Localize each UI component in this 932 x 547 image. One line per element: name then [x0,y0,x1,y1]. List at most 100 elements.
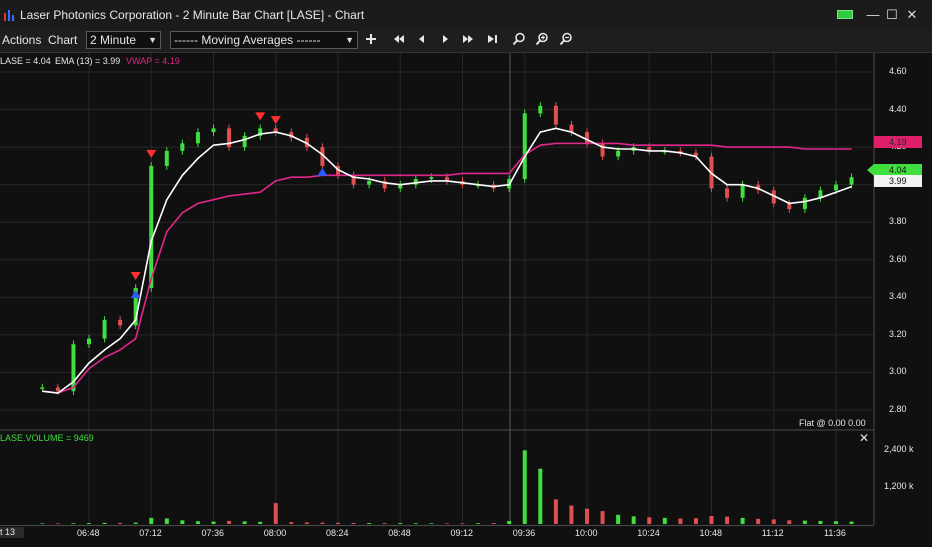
volume-bar [834,521,838,524]
chart-menu[interactable]: Chart [48,33,78,47]
volume-bar [227,520,232,524]
volume-bar [693,518,698,524]
volume-bar [740,517,745,524]
volume-bar [102,522,107,524]
volume-bar [320,522,325,524]
step-back-icon[interactable] [413,32,431,50]
time-axis-start-label: t 13 [0,527,24,538]
candle [55,387,60,392]
volume-tick-label: 1,200 k [884,481,914,492]
candle [725,188,730,198]
candle [398,184,403,189]
volume-bar [336,522,340,524]
volume-bar [40,523,45,524]
time-tick-label: 10:00 [575,528,598,538]
window-title: Laser Photonics Corporation - 2 Minute B… [20,8,365,22]
candle [522,113,527,180]
fast-forward-icon[interactable] [459,32,477,50]
volume-bar [569,505,574,524]
volume-bar [725,516,730,524]
skip-end-icon[interactable] [483,32,501,50]
price-chart-canvas[interactable] [0,53,932,547]
maximize-button[interactable]: ☐ [886,7,898,22]
candle [180,143,185,151]
candle [40,387,45,389]
plus-icon[interactable] [362,32,380,50]
candle [429,177,434,180]
minimize-button[interactable]: — [866,7,880,22]
volume-bar [787,520,792,524]
candle [444,177,449,181]
price-tick-label: 4.40 [889,103,907,114]
position-status: Flat @ 0.00 0.00 [799,418,866,428]
indicator-select[interactable]: ------ Moving Averages ------ ▼ [170,31,358,49]
time-tick-label: 08:24 [326,528,349,538]
volume-bar [678,518,683,524]
time-tick-label: 11:12 [761,528,784,538]
volume-bar [413,523,418,524]
candle [273,128,278,133]
candle [849,177,854,185]
candle [304,137,309,148]
candle [693,152,698,157]
sell-marker-icon [130,271,141,280]
time-tick-label: 08:00 [263,528,287,538]
legend-lase: LASE = 4.04 [0,56,51,66]
candle [149,165,154,288]
ema-price-label: 3.99 [874,175,922,187]
time-tick-label: 07:12 [139,528,162,538]
chart-area[interactable]: LASE = 4.04 EMA (13) = 3.99 VWAP = 4.19 … [0,53,932,547]
actions-menu[interactable]: Actions [2,33,42,47]
price-tick-label: 3.20 [889,328,907,339]
candle [227,128,232,148]
close-icon[interactable]: ✕ [859,431,870,445]
volume-bar [242,521,247,524]
time-tick-label: 06:48 [77,528,100,538]
volume-bar [585,508,589,524]
volume-tick-label: 2,400 k [884,444,914,455]
sell-marker-icon [255,112,266,121]
zoom-in-icon[interactable] [533,32,551,50]
volume-bar [491,523,496,524]
volume-bar [71,523,76,524]
time-tick-label: 09:36 [512,528,536,538]
volume-bar [164,518,169,524]
time-axis-line [0,525,874,526]
volume-bar [55,523,60,524]
candle [756,184,761,191]
price-tick-label: 3.80 [889,216,907,227]
candle [538,105,543,114]
candle [818,190,823,198]
volume-bar [538,468,543,524]
volume-bar [709,516,714,524]
interval-select[interactable]: 2 Minute ▼ [86,31,161,49]
volume-bar [818,520,823,524]
skip-back-icon[interactable] [390,32,408,50]
volume-bar [662,517,667,524]
volume-bar [304,522,309,524]
volume-bar [258,521,263,524]
candle [834,184,838,191]
volume-bar [367,523,372,524]
volume-bar [273,503,278,524]
volume-bar [647,517,652,524]
link-status-icon[interactable] [836,6,854,24]
price-tick-label: 4.60 [889,66,907,77]
close-button[interactable]: ✕ [906,7,918,22]
chevron-down-icon: ▼ [148,35,157,45]
candle [258,128,263,136]
zoom-icon[interactable] [510,32,528,50]
volume-bar [382,523,387,524]
candle [585,132,589,144]
step-forward-icon[interactable] [436,32,454,50]
candle [771,190,776,204]
time-tick-label: 10:48 [699,528,723,538]
interval-value: 2 Minute [90,33,137,47]
zoom-out-icon[interactable] [557,32,575,50]
volume-bar [553,499,558,524]
volume-bar [849,521,854,524]
volume-bar [771,519,776,524]
buy-marker-icon [317,167,328,176]
price-tick-label: 3.00 [889,366,907,377]
volume-bar [476,523,481,524]
